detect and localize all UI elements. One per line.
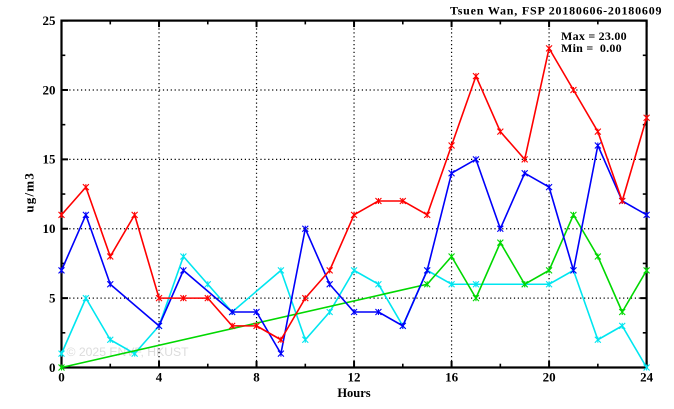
svg-text:0: 0 [49,360,56,375]
svg-text:Tsuen Wan, FSP 20180606-201806: Tsuen Wan, FSP 20180606-20180609 [450,3,662,17]
svg-text:ug/m3: ug/m3 [22,172,37,213]
svg-text:Min = 0.00: Min = 0.00 [561,41,622,55]
svg-text:4: 4 [156,370,163,385]
svg-text:24: 24 [640,370,654,385]
svg-text:Hours: Hours [337,386,370,400]
svg-text:16: 16 [445,370,459,385]
svg-text:5: 5 [49,290,56,305]
svg-text:8: 8 [253,370,260,385]
svg-text:20: 20 [43,82,56,97]
svg-text:Max = 23.00: Max = 23.00 [561,29,627,43]
svg-text:20: 20 [543,370,556,385]
svg-text:0: 0 [58,370,65,385]
svg-text:25: 25 [43,13,57,28]
svg-text:12: 12 [348,370,361,385]
svg-text:15: 15 [43,152,57,167]
svg-text:10: 10 [43,221,56,236]
